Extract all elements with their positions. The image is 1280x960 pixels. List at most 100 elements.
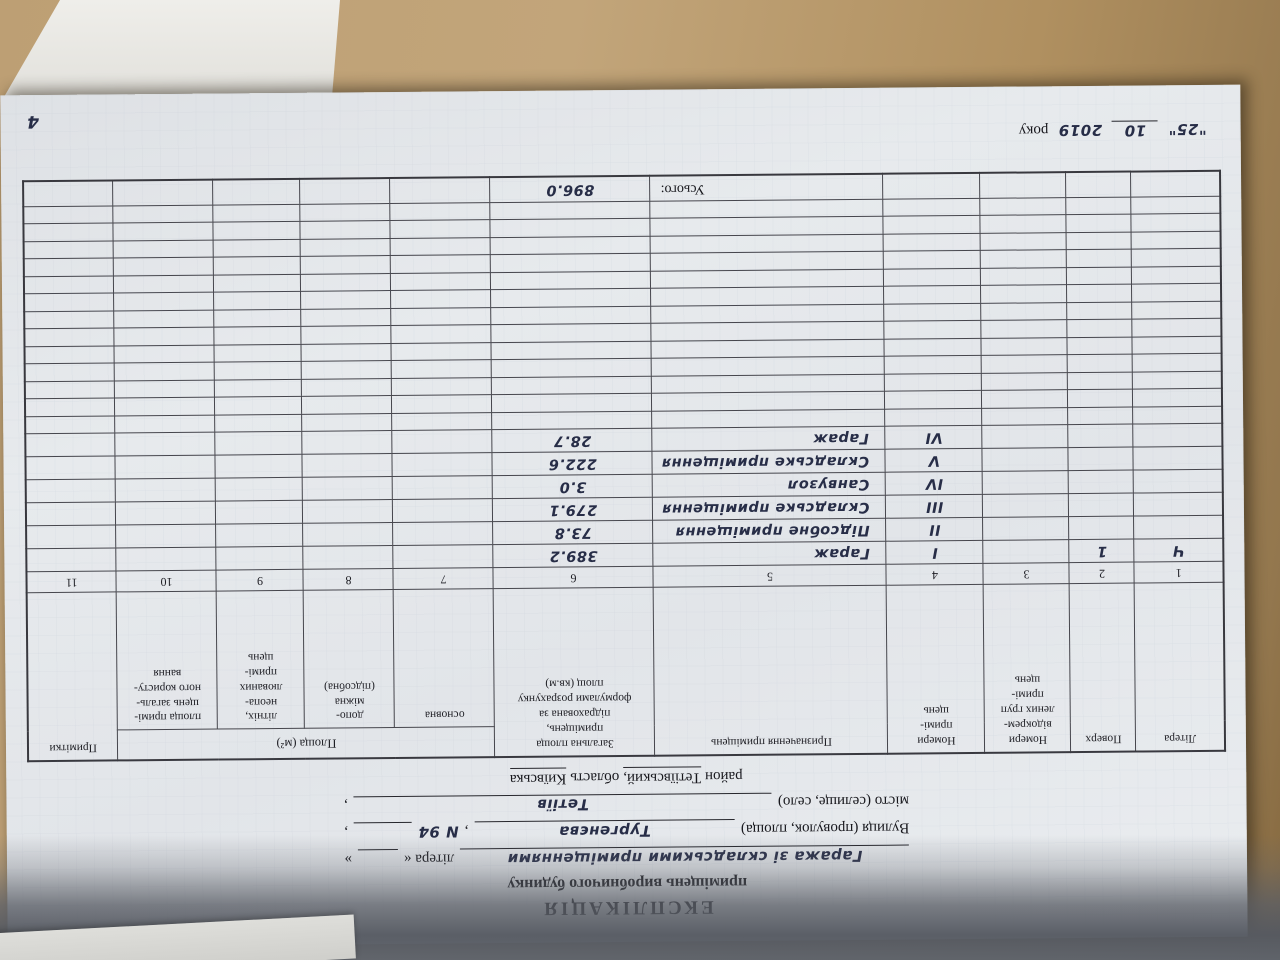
street-number-handwritten: N 94 bbox=[417, 822, 459, 842]
empty-cell bbox=[24, 363, 115, 382]
table-cell bbox=[215, 477, 303, 502]
empty-cell bbox=[1131, 248, 1221, 268]
empty-cell bbox=[650, 199, 884, 219]
empty-cell bbox=[980, 250, 1067, 269]
table-cell bbox=[116, 524, 217, 549]
empty-cell bbox=[651, 356, 885, 377]
object-handwritten: Гаража зі складськими приміщеннями bbox=[460, 844, 910, 869]
empty-cell bbox=[981, 285, 1068, 304]
empty-cell bbox=[300, 273, 392, 292]
empty-cell bbox=[391, 395, 493, 414]
table-cell bbox=[982, 448, 1069, 472]
empty-cell bbox=[981, 390, 1069, 409]
table-cell bbox=[1068, 447, 1134, 472]
empty-cell bbox=[392, 412, 493, 432]
litera-label: літера « bbox=[403, 850, 455, 867]
table-header: Літера Поверх Номери відокрем- лених гру… bbox=[26, 561, 1226, 762]
empty-cell bbox=[1066, 267, 1132, 286]
empty-cell bbox=[214, 326, 302, 346]
table-cell bbox=[116, 547, 217, 572]
total-label: Усього: bbox=[650, 174, 884, 202]
empty-cell bbox=[390, 202, 491, 222]
empty-cell bbox=[1131, 266, 1221, 285]
background-paper-edge bbox=[4, 0, 340, 97]
table-cell bbox=[983, 517, 1070, 541]
table-cell bbox=[302, 477, 393, 501]
empty-cell bbox=[213, 221, 301, 241]
empty-cell bbox=[650, 269, 885, 289]
table-cell bbox=[1133, 469, 1223, 494]
date-word: року bbox=[1018, 122, 1049, 139]
empty-cell bbox=[114, 362, 215, 381]
table-body: Ч 1 I Гараж 389.2 II Підсобне приміщення 73.8 II… bbox=[23, 196, 1224, 573]
street-number-blank bbox=[353, 822, 412, 824]
table-cell-handwritten: IV bbox=[885, 471, 983, 496]
district-line: район Тетіївський, область Київська bbox=[344, 765, 909, 790]
city-tail-comma: , bbox=[343, 797, 348, 814]
table-cell bbox=[1133, 492, 1224, 517]
empty-cell bbox=[1067, 319, 1133, 338]
empty-cell bbox=[491, 306, 652, 326]
table-cell bbox=[1068, 424, 1134, 449]
table-cell bbox=[115, 432, 216, 457]
empty-cell bbox=[650, 251, 884, 272]
table-cell bbox=[115, 478, 216, 503]
header-area-summer: літніх, неопа- люваних примі- щень bbox=[216, 590, 305, 730]
empty-cell bbox=[491, 288, 652, 308]
header-group-numbers: Номери відокрем- лених груп примі- щень bbox=[983, 584, 1072, 753]
empty-cell bbox=[213, 204, 301, 223]
header-litera: Літера bbox=[1134, 582, 1226, 752]
table-cell bbox=[215, 454, 303, 479]
litera-close-quote: » bbox=[344, 851, 353, 868]
empty-cell bbox=[114, 327, 215, 346]
table-cell-handwritten: 28.7 bbox=[492, 428, 653, 454]
empty-cell bbox=[883, 198, 981, 217]
region-value: Київська bbox=[509, 767, 567, 788]
empty-cell bbox=[1131, 196, 1221, 215]
empty-cell bbox=[213, 274, 302, 293]
empty-cell bbox=[1132, 388, 1223, 408]
empty-cell bbox=[651, 391, 886, 412]
empty-cell bbox=[24, 380, 115, 400]
empty-cell bbox=[651, 304, 885, 324]
table-cell bbox=[982, 494, 1070, 518]
district-value: Тетіївський, bbox=[623, 766, 702, 787]
empty-cell bbox=[981, 337, 1068, 356]
empty-cell bbox=[113, 205, 214, 224]
table-cell bbox=[115, 455, 216, 480]
table-cell bbox=[1068, 493, 1135, 518]
header-area-auxiliary: допо- міжна (підсобна) bbox=[303, 590, 395, 729]
table-cell-handwritten: 1 bbox=[1069, 539, 1135, 564]
empty-cell bbox=[391, 290, 492, 309]
empty-cell bbox=[23, 205, 114, 225]
empty-cell bbox=[23, 258, 114, 277]
table-cell-handwritten: III bbox=[885, 494, 984, 519]
table-cell-handwritten: 279.1 bbox=[492, 497, 654, 523]
empty-cell bbox=[300, 221, 391, 240]
column-number: 9 bbox=[216, 569, 304, 592]
date-month-handwritten: 10 bbox=[1112, 120, 1159, 140]
empty-cell bbox=[391, 360, 492, 379]
table-cell bbox=[26, 548, 117, 573]
empty-cell bbox=[1131, 213, 1221, 233]
empty-cell bbox=[981, 320, 1068, 339]
empty-cell bbox=[215, 414, 303, 433]
date-line: "25" 10 2019 року bbox=[1019, 120, 1207, 141]
city-label: місто (селище, село) bbox=[777, 793, 910, 811]
object-line: Гаража зі складськими приміщеннями літер… bbox=[344, 844, 910, 870]
empty-cell bbox=[883, 215, 981, 235]
empty-cell bbox=[213, 239, 301, 258]
table-cell bbox=[303, 523, 394, 547]
header-area-main: основна bbox=[393, 589, 495, 729]
empty-cell bbox=[300, 238, 391, 257]
empty-cell bbox=[24, 345, 115, 365]
empty-cell bbox=[980, 197, 1067, 216]
table-cell-handwritten: VI bbox=[885, 425, 983, 450]
empty-cell bbox=[884, 320, 982, 340]
table-cell bbox=[392, 476, 493, 501]
empty-cell bbox=[1067, 337, 1133, 356]
column-number: 3 bbox=[983, 563, 1070, 585]
empty-cell bbox=[652, 409, 886, 429]
table-cell bbox=[1069, 516, 1135, 541]
empty-cell bbox=[1067, 372, 1133, 391]
